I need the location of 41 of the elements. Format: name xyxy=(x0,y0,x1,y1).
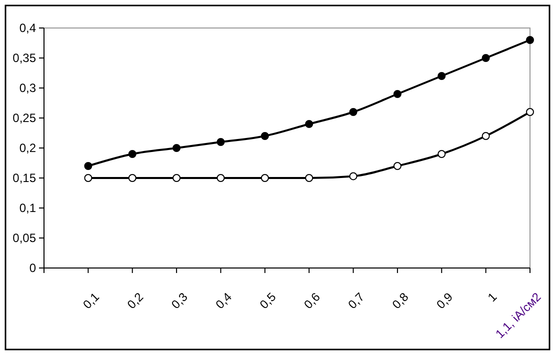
y-tick-label: 0,35 xyxy=(12,50,36,65)
y-tick-label: 0,4 xyxy=(19,20,36,35)
point xyxy=(526,36,534,44)
point xyxy=(526,108,534,116)
x-tick-label: 0,2 xyxy=(124,290,146,312)
point xyxy=(349,172,358,180)
x-tick-label: 0,6 xyxy=(301,290,324,312)
point xyxy=(260,132,269,140)
point xyxy=(305,174,314,182)
point xyxy=(349,108,358,116)
y-tick-label: 0 xyxy=(29,260,36,275)
y-tick-label: 0,1 xyxy=(19,200,36,215)
point xyxy=(84,162,92,170)
point xyxy=(438,72,446,80)
point xyxy=(128,174,136,182)
point xyxy=(128,150,136,158)
y-tick-label: 0,2 xyxy=(19,140,36,155)
point xyxy=(84,174,92,182)
point xyxy=(482,132,490,140)
point xyxy=(482,54,490,62)
point xyxy=(393,90,402,98)
point xyxy=(216,174,225,182)
x-tick-label: 0,1 xyxy=(80,290,102,312)
y-tick-label: 0,05 xyxy=(12,230,36,245)
point xyxy=(216,138,225,146)
x-tick-label: 0,4 xyxy=(212,290,235,312)
point xyxy=(260,174,269,182)
y-tick-label: 0,15 xyxy=(12,170,36,185)
y-tick-label: 0,25 xyxy=(12,110,36,125)
x-tick-label: 0,5 xyxy=(256,290,279,312)
x-tick-label: 0,7 xyxy=(345,290,368,312)
point xyxy=(172,174,181,182)
point xyxy=(172,144,181,152)
point xyxy=(393,162,402,170)
x-tick-label: 0,9 xyxy=(434,290,456,312)
x-tick-label: 1 xyxy=(484,290,500,305)
x-tick-label: 0,3 xyxy=(168,290,191,312)
y-tick-label: 0,3 xyxy=(19,80,36,95)
point xyxy=(305,120,314,128)
x-tick-label: 0,8 xyxy=(390,290,412,312)
point xyxy=(438,150,446,158)
